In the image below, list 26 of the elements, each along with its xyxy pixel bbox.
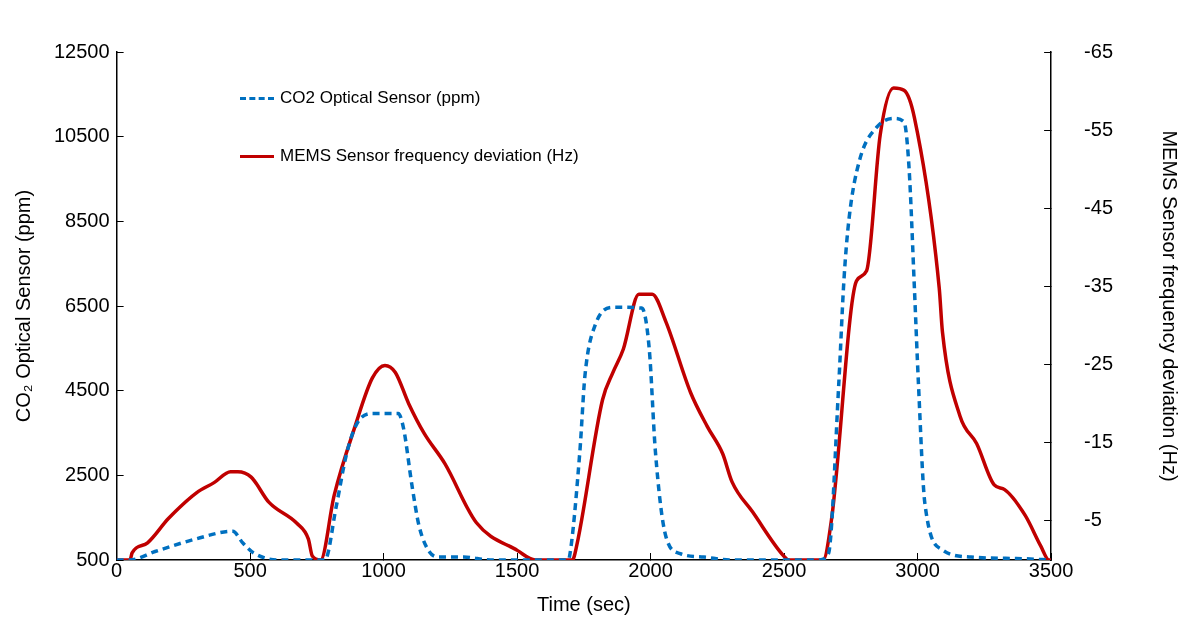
x-tick-label: 0 [111,558,123,581]
y-tick-label: 10500 [53,124,110,147]
y-tick-label: 4500 [65,378,110,401]
x-tick-label: 3500 [1028,558,1074,581]
x-tick-label: 2000 [628,558,673,581]
y-tick-label: 12500 [53,39,110,62]
y2-tick-label: -25 [1084,352,1113,375]
y-axis-title: CO₂ Optical Sensor (ppm) [11,189,34,423]
x-tick-label: 1000 [361,558,406,581]
y-tick-label: 2500 [65,462,110,485]
y2-tick-label: -55 [1084,117,1113,140]
y2-tick-label: -15 [1084,430,1113,453]
x-tick-label: 1500 [494,558,540,581]
x-tick-label: 500 [233,558,267,581]
x-axis-title: Time (sec) [537,592,631,615]
y2-axis-title: MEMS Sensor frequency deviation (Hz) [1159,130,1182,482]
legend-label: MEMS Sensor frequency deviation (Hz) [280,146,579,166]
y-tick-label: 6500 [65,293,110,316]
y2-tick-label: -5 [1084,508,1102,531]
y2-tick-label: -65 [1084,39,1113,62]
x-tick-label: 2500 [761,558,807,581]
x-tick-label: 3000 [895,558,940,581]
y-tick-label: 8500 [65,208,110,231]
legend-label: CO2 Optical Sensor (ppm) [280,88,481,108]
y2-tick-label: -35 [1084,273,1113,296]
y2-tick-label: -45 [1084,195,1113,218]
